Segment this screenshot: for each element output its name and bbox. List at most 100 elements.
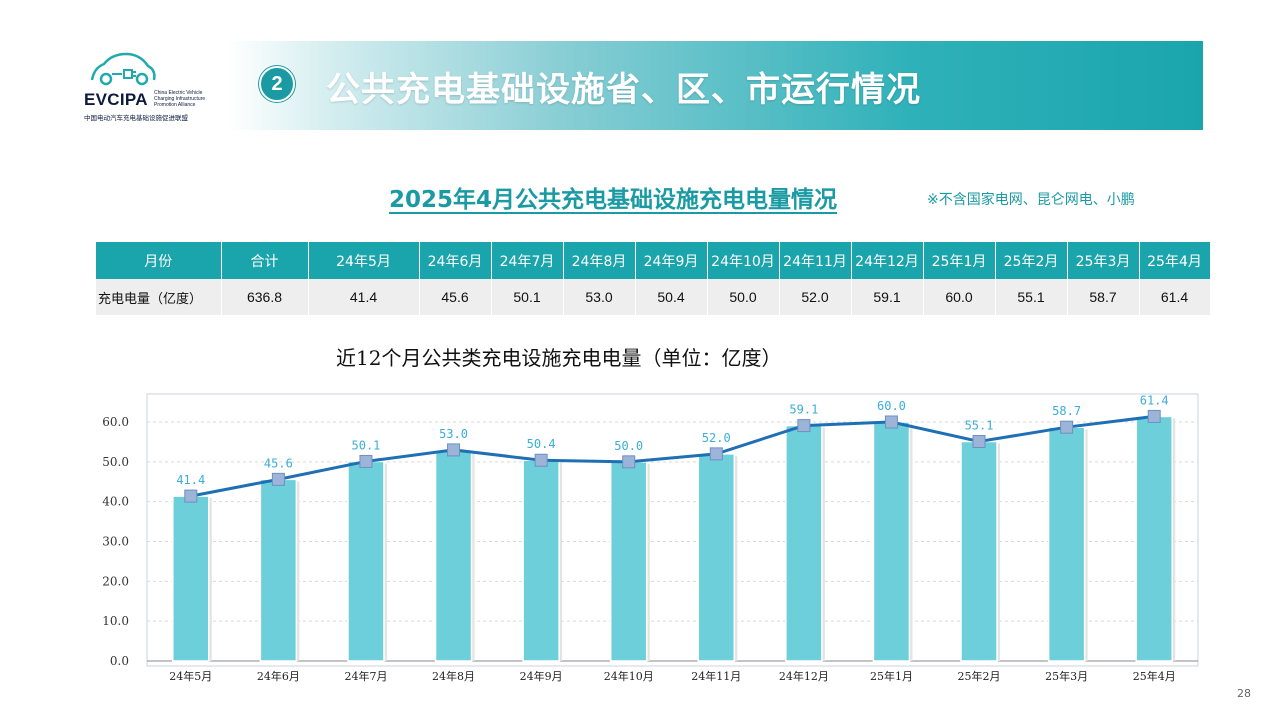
data-label: 58.7 — [1052, 404, 1081, 418]
data-label: 55.1 — [965, 419, 994, 433]
bar-shadow — [701, 455, 738, 661]
table-header-cell: 24年10月 — [707, 242, 780, 279]
line-marker — [709, 447, 723, 461]
table-header-cell: 25年4月 — [1139, 242, 1211, 279]
bar — [697, 453, 736, 662]
table-header-cell: 月份 — [96, 242, 222, 279]
table-cell: 59.1 — [851, 279, 924, 315]
bar — [347, 460, 385, 662]
line-marker — [534, 453, 548, 467]
table-header-row: 月份 合计 24年5月 24年6月 24年7月 24年8月 24年9月 24年1… — [96, 242, 1211, 279]
bar-shadow — [964, 443, 1001, 661]
data-label: 41.4 — [176, 473, 205, 487]
table-cell: 61.4 — [1139, 279, 1211, 315]
table-header-cell: 24年7月 — [491, 242, 564, 279]
table-cell: 58.7 — [1067, 279, 1140, 315]
section-title: 2025年4月公共充电基础设施充电电量情况 — [389, 187, 838, 213]
table-header-cell: 25年1月 — [923, 242, 996, 279]
data-label: 61.4 — [1140, 393, 1169, 407]
table-header-cell: 24年5月 — [308, 242, 420, 279]
bar-shadow — [263, 481, 300, 661]
bar — [960, 440, 998, 662]
table-cell: 50.4 — [635, 279, 708, 315]
line-marker — [884, 415, 898, 429]
table-header-cell: 25年3月 — [1067, 242, 1140, 279]
section-number-badge: 2 — [259, 66, 295, 102]
line-marker — [972, 435, 986, 449]
line-marker — [184, 489, 198, 503]
table-header-cell: 24年12月 — [851, 242, 924, 279]
header-banner — [228, 41, 1203, 130]
x-tick-label: 24年5月 — [169, 669, 212, 683]
data-label: 50.1 — [352, 438, 381, 452]
x-tick-label: 24年12月 — [779, 669, 829, 683]
table-cell: 60.0 — [923, 279, 996, 315]
y-tick-label: 60.0 — [102, 415, 129, 429]
x-tick-label: 25年2月 — [958, 669, 1001, 683]
table-row-header: 充电电量（亿度） — [96, 279, 222, 315]
bar-shadow — [526, 462, 563, 661]
x-tick-label: 25年4月 — [1133, 669, 1176, 683]
bar — [872, 421, 911, 662]
y-tick-label: 20.0 — [102, 574, 129, 588]
table-cell: 50.1 — [491, 279, 564, 315]
charging-volume-table: 月份 合计 24年5月 24年6月 24年7月 24年8月 24年9月 24年1… — [96, 242, 1211, 315]
table-header-cell: 合计 — [221, 242, 309, 279]
bar — [172, 495, 210, 662]
logo-brand-subtitle: China Electric Vehicle Charging Infrastr… — [154, 90, 206, 108]
table-cell: 41.4 — [308, 279, 420, 315]
x-tick-label: 24年6月 — [257, 669, 300, 683]
data-label: 60.0 — [877, 399, 906, 413]
line-marker — [622, 455, 636, 469]
evcipa-logo: EVCIPA China Electric Vehicle Charging I… — [82, 50, 222, 125]
table-header-cell: 24年11月 — [779, 242, 852, 279]
trend-line — [190, 414, 1155, 498]
x-tick-label: 24年7月 — [344, 669, 387, 683]
table-cell: 45.6 — [419, 279, 492, 315]
x-tick-label: 25年1月 — [870, 669, 913, 683]
bar — [1047, 426, 1086, 662]
data-label: 50.0 — [614, 439, 643, 453]
bar — [522, 459, 560, 662]
bar-shadow — [1139, 418, 1176, 661]
x-tick-label: 24年9月 — [520, 669, 563, 683]
bar-shadow — [438, 451, 475, 661]
table-row: 充电电量（亿度） 636.8 41.4 45.6 50.1 53.0 50.4 … — [96, 279, 1211, 315]
bar — [434, 449, 473, 662]
logo-chinese-name: 中国电动汽车充电基础设施促进联盟 — [84, 114, 188, 122]
y-tick-label: 50.0 — [102, 455, 129, 469]
line-marker — [797, 419, 811, 433]
table-header-cell: 24年9月 — [635, 242, 708, 279]
bar-shadow — [613, 463, 650, 661]
table-cell: 50.0 — [707, 279, 780, 315]
data-label: 45.6 — [264, 456, 293, 470]
line-marker — [447, 443, 461, 457]
data-label: 53.0 — [439, 427, 468, 441]
y-tick-label: 30.0 — [102, 535, 129, 549]
data-label: 50.4 — [527, 437, 556, 451]
bar — [609, 461, 648, 662]
bar — [1135, 415, 1173, 662]
table-header-cell: 24年8月 — [563, 242, 636, 279]
bar — [259, 478, 298, 662]
y-tick-label: 40.0 — [102, 495, 129, 509]
line-marker — [271, 472, 285, 486]
line-marker — [359, 454, 373, 468]
bar — [785, 424, 823, 662]
x-tick-label: 24年11月 — [691, 669, 741, 683]
y-tick-label: 10.0 — [102, 614, 129, 628]
data-label: 52.0 — [702, 431, 731, 445]
table-cell: 636.8 — [221, 279, 309, 315]
table-header-cell: 24年6月 — [419, 242, 492, 279]
y-tick-label: 0.0 — [110, 654, 129, 668]
page-title: 公共充电基础设施省、区、市运行情况 — [326, 70, 921, 110]
chart-frame — [146, 393, 1199, 667]
logo-brand: EVCIPA — [84, 90, 148, 109]
table-cell: 55.1 — [995, 279, 1068, 315]
table-cell: 53.0 — [563, 279, 636, 315]
section-note: ※不含国家电网、昆仑网电、小鹏 — [927, 192, 1135, 208]
page-number: 28 — [1237, 687, 1251, 700]
bar-shadow — [876, 424, 913, 661]
bar-shadow — [175, 498, 212, 661]
bar-shadow — [1051, 429, 1088, 661]
